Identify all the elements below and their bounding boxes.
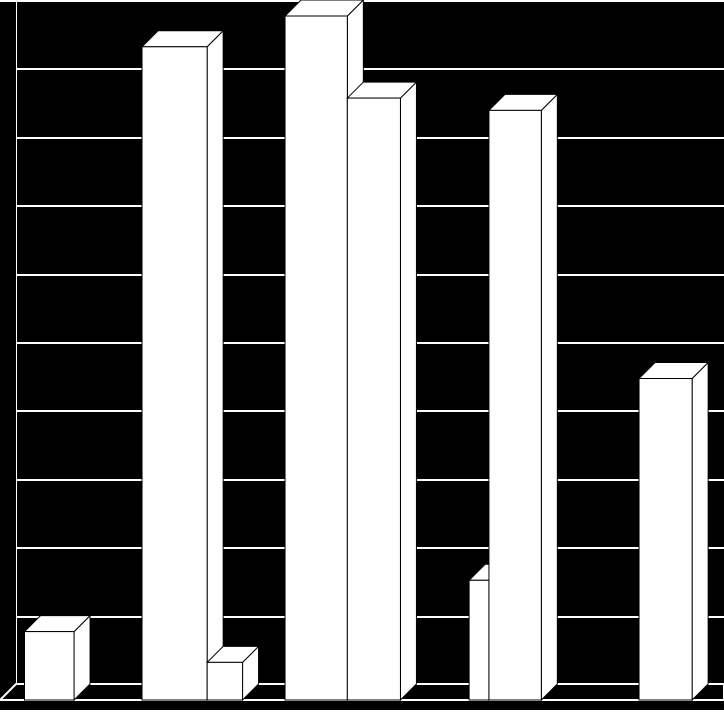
gridline xyxy=(16,410,724,412)
gridline xyxy=(16,0,724,2)
gridline xyxy=(16,205,724,207)
bar-chart xyxy=(0,0,724,712)
gridline xyxy=(16,68,724,70)
gridline xyxy=(16,342,724,344)
gridline xyxy=(16,616,724,618)
gridline xyxy=(16,547,724,549)
gridline xyxy=(16,137,724,139)
gridline xyxy=(16,274,724,276)
gridline xyxy=(16,479,724,481)
plot-area xyxy=(16,0,724,700)
